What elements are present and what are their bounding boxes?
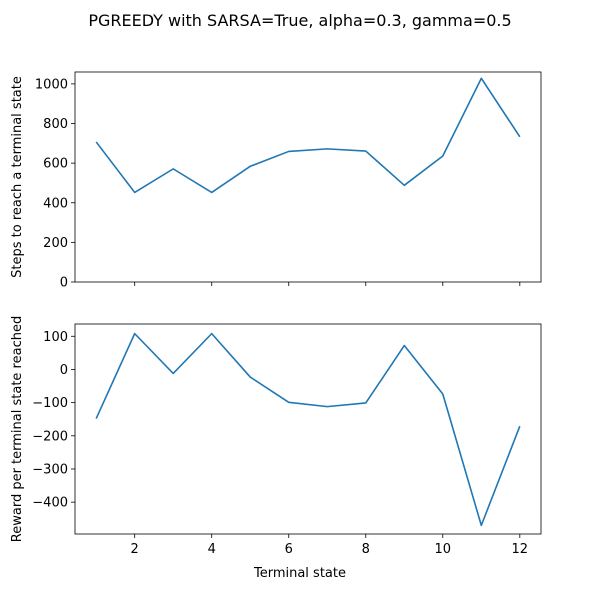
steps-y-axis-label: Steps to reach a terminal state bbox=[10, 76, 25, 278]
reward-series-line bbox=[95, 332, 521, 527]
reward-x-tick-label: 2 bbox=[131, 542, 139, 557]
steps-y-tick-label: 400 bbox=[43, 196, 68, 211]
steps-y-tick-label: 1000 bbox=[35, 77, 68, 92]
steps-subplot: 0 200 400 600 800 1000 Steps to reach a termin… bbox=[10, 71, 542, 291]
reward-x-tick-label: 6 bbox=[285, 542, 293, 557]
reward-y-tick-label: −200 bbox=[32, 429, 68, 444]
reward-axes-frame bbox=[74, 323, 542, 535]
reward-y-axis-label: Reward per terminal state reached bbox=[10, 316, 25, 542]
steps-series-line bbox=[95, 77, 521, 194]
reward-y-tick-label: −300 bbox=[32, 462, 68, 477]
steps-axes-frame bbox=[74, 71, 542, 283]
reward-y-tick-label: 100 bbox=[43, 330, 68, 345]
steps-y-tick-label: 0 bbox=[60, 276, 68, 291]
reward-x-tick-label: 8 bbox=[362, 542, 370, 557]
reward-y-tick-label: 0 bbox=[60, 363, 68, 378]
figure-title: PGREEDY with SARSA=True, alpha=0.3, gamm… bbox=[88, 11, 511, 30]
steps-y-tick-label: 600 bbox=[43, 157, 68, 172]
steps-y-tick-label: 800 bbox=[43, 117, 68, 132]
reward-y-tick-label: −100 bbox=[32, 396, 68, 411]
reward-y-tick-label: −400 bbox=[32, 496, 68, 511]
reward-subplot: 2 4 6 8 10 12 −400 −300 −200 −100 0 100 Reward per t… bbox=[10, 316, 542, 557]
reward-x-tick-label: 12 bbox=[512, 542, 529, 557]
reward-x-tick-label: 4 bbox=[208, 542, 216, 557]
x-axis-label: Terminal state bbox=[253, 566, 346, 581]
reward-x-tick-label: 10 bbox=[435, 542, 452, 557]
steps-y-tick-label: 200 bbox=[43, 236, 68, 251]
